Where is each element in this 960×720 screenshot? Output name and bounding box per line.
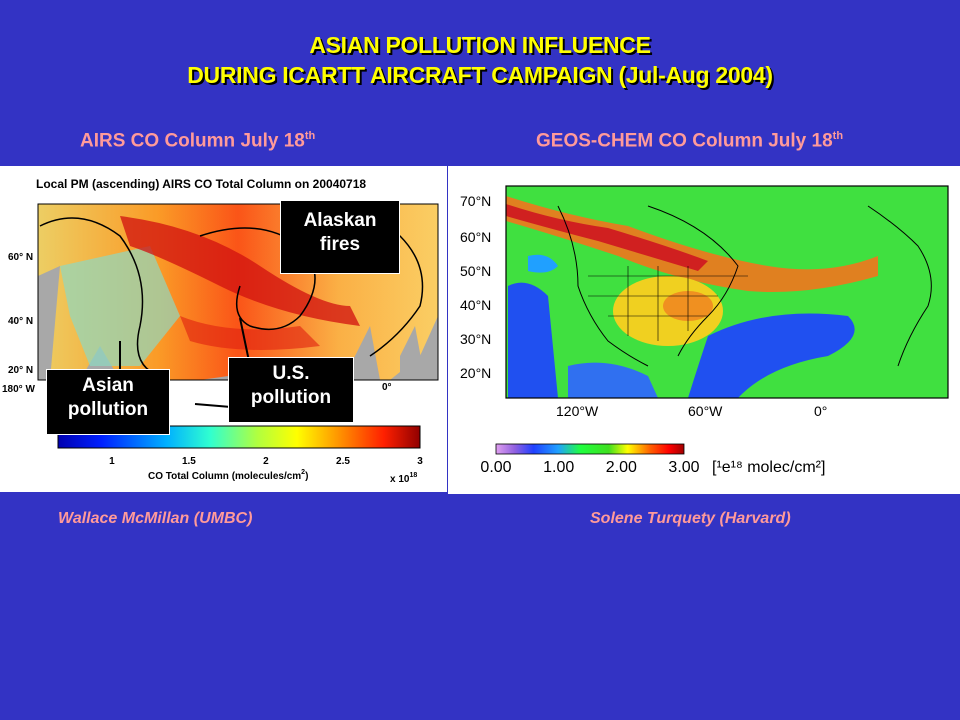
geoschem-colorbar-unit: [¹e¹⁸ molec/cm²] [712,459,825,476]
airs-colorbar-tick: 3 [417,456,423,467]
airs-us-plume [180,316,320,350]
airs-high-co-plume [120,216,360,326]
airs-swath-gap-1 [38,266,60,380]
airs-colorbar-tick: 2 [263,456,269,467]
geoschem-colorbar-tick: 1.00 [543,459,574,476]
geoschem-lon-label: 120°W [556,403,599,419]
geoschem-lat-label: 20°N [460,365,491,381]
geoschem-coastline-2 [647,205,739,357]
geoschem-high-plume [506,204,708,271]
geoschem-coastline-3 [867,205,932,367]
geoschem-colorbar-tick: 3.00 [668,459,699,476]
geoschem-credit: Solene Turquety (Harvard) [590,510,791,527]
airs-swath-gap-2 [350,326,380,380]
airs-colorbar-label: CO Total Column (molecules/cm2) [148,469,308,482]
geoschem-lon-label: 60°W [688,403,723,419]
airs-lon-label: 180° W [2,384,35,395]
airs-credit: Wallace McMillan (UMBC) [58,510,253,527]
geoschem-coastline-1 [557,205,649,367]
geoschem-low-region-4 [528,254,558,273]
geoschem-northern-plume [506,196,878,292]
geoschem-low-region-1 [508,282,558,398]
airs-swath-gap-3 [400,326,425,380]
geoschem-low-region-3 [568,362,658,398]
slide-title-line1: ASIAN POLLUTION INFLUENCE [309,32,651,58]
geoschem-map-panel: 70°N 60°N 50°N 40°N 30°N 20°N 120°W 60°W… [448,166,960,494]
geoschem-subtitle: GEOS-CHEM CO Column July 18th [536,130,844,152]
geoschem-lat-label: 40°N [460,297,491,313]
geoschem-low-region-2 [688,313,855,398]
airs-lon-label: 0° [382,382,392,393]
airs-low-co-region [60,246,180,366]
airs-lat-label: 40° N [8,316,33,327]
asian-pollution-callout: Asian pollution [46,369,170,435]
us-pollution-callout: U.S. pollution [228,357,354,423]
geoschem-lat-label: 30°N [460,331,491,347]
airs-colorbar-multiplier: x 1018 [390,472,417,485]
slide-title-line2: DURING ICARTT AIRCRAFT CAMPAIGN (Jul-Aug… [187,62,773,88]
airs-lat-label: 20° N [8,365,33,376]
geoschem-colorbar-tick: 2.00 [606,459,637,476]
geoschem-lat-label: 70°N [460,193,491,209]
geoschem-map: 70°N 60°N 50°N 40°N 30°N 20°N 120°W 60°W… [460,185,949,476]
airs-coastline-2 [199,227,316,331]
geoschem-state-borders [588,266,748,341]
geoschem-lat-label: 50°N [460,263,491,279]
geoschem-lat-label: 60°N [460,229,491,245]
airs-subtitle: AIRS CO Column July 18th [80,130,316,152]
airs-colorbar-tick: 1.5 [182,456,196,467]
geoschem-colorbar-tick: 0.00 [480,459,511,476]
geoschem-map-frame [505,185,949,399]
airs-colorbar-tick: 2.5 [336,456,350,467]
geoschem-colorbar [495,443,685,455]
airs-colorbar-tick: 1 [109,456,115,467]
geoschem-lon-label: 0° [814,403,827,419]
airs-lat-label: 60° N [8,252,33,263]
airs-map-title: Local PM (ascending) AIRS CO Total Colum… [36,177,366,191]
alaskan-fires-callout: Alaskan fires [280,200,400,274]
airs-coastline-1 [39,217,161,377]
